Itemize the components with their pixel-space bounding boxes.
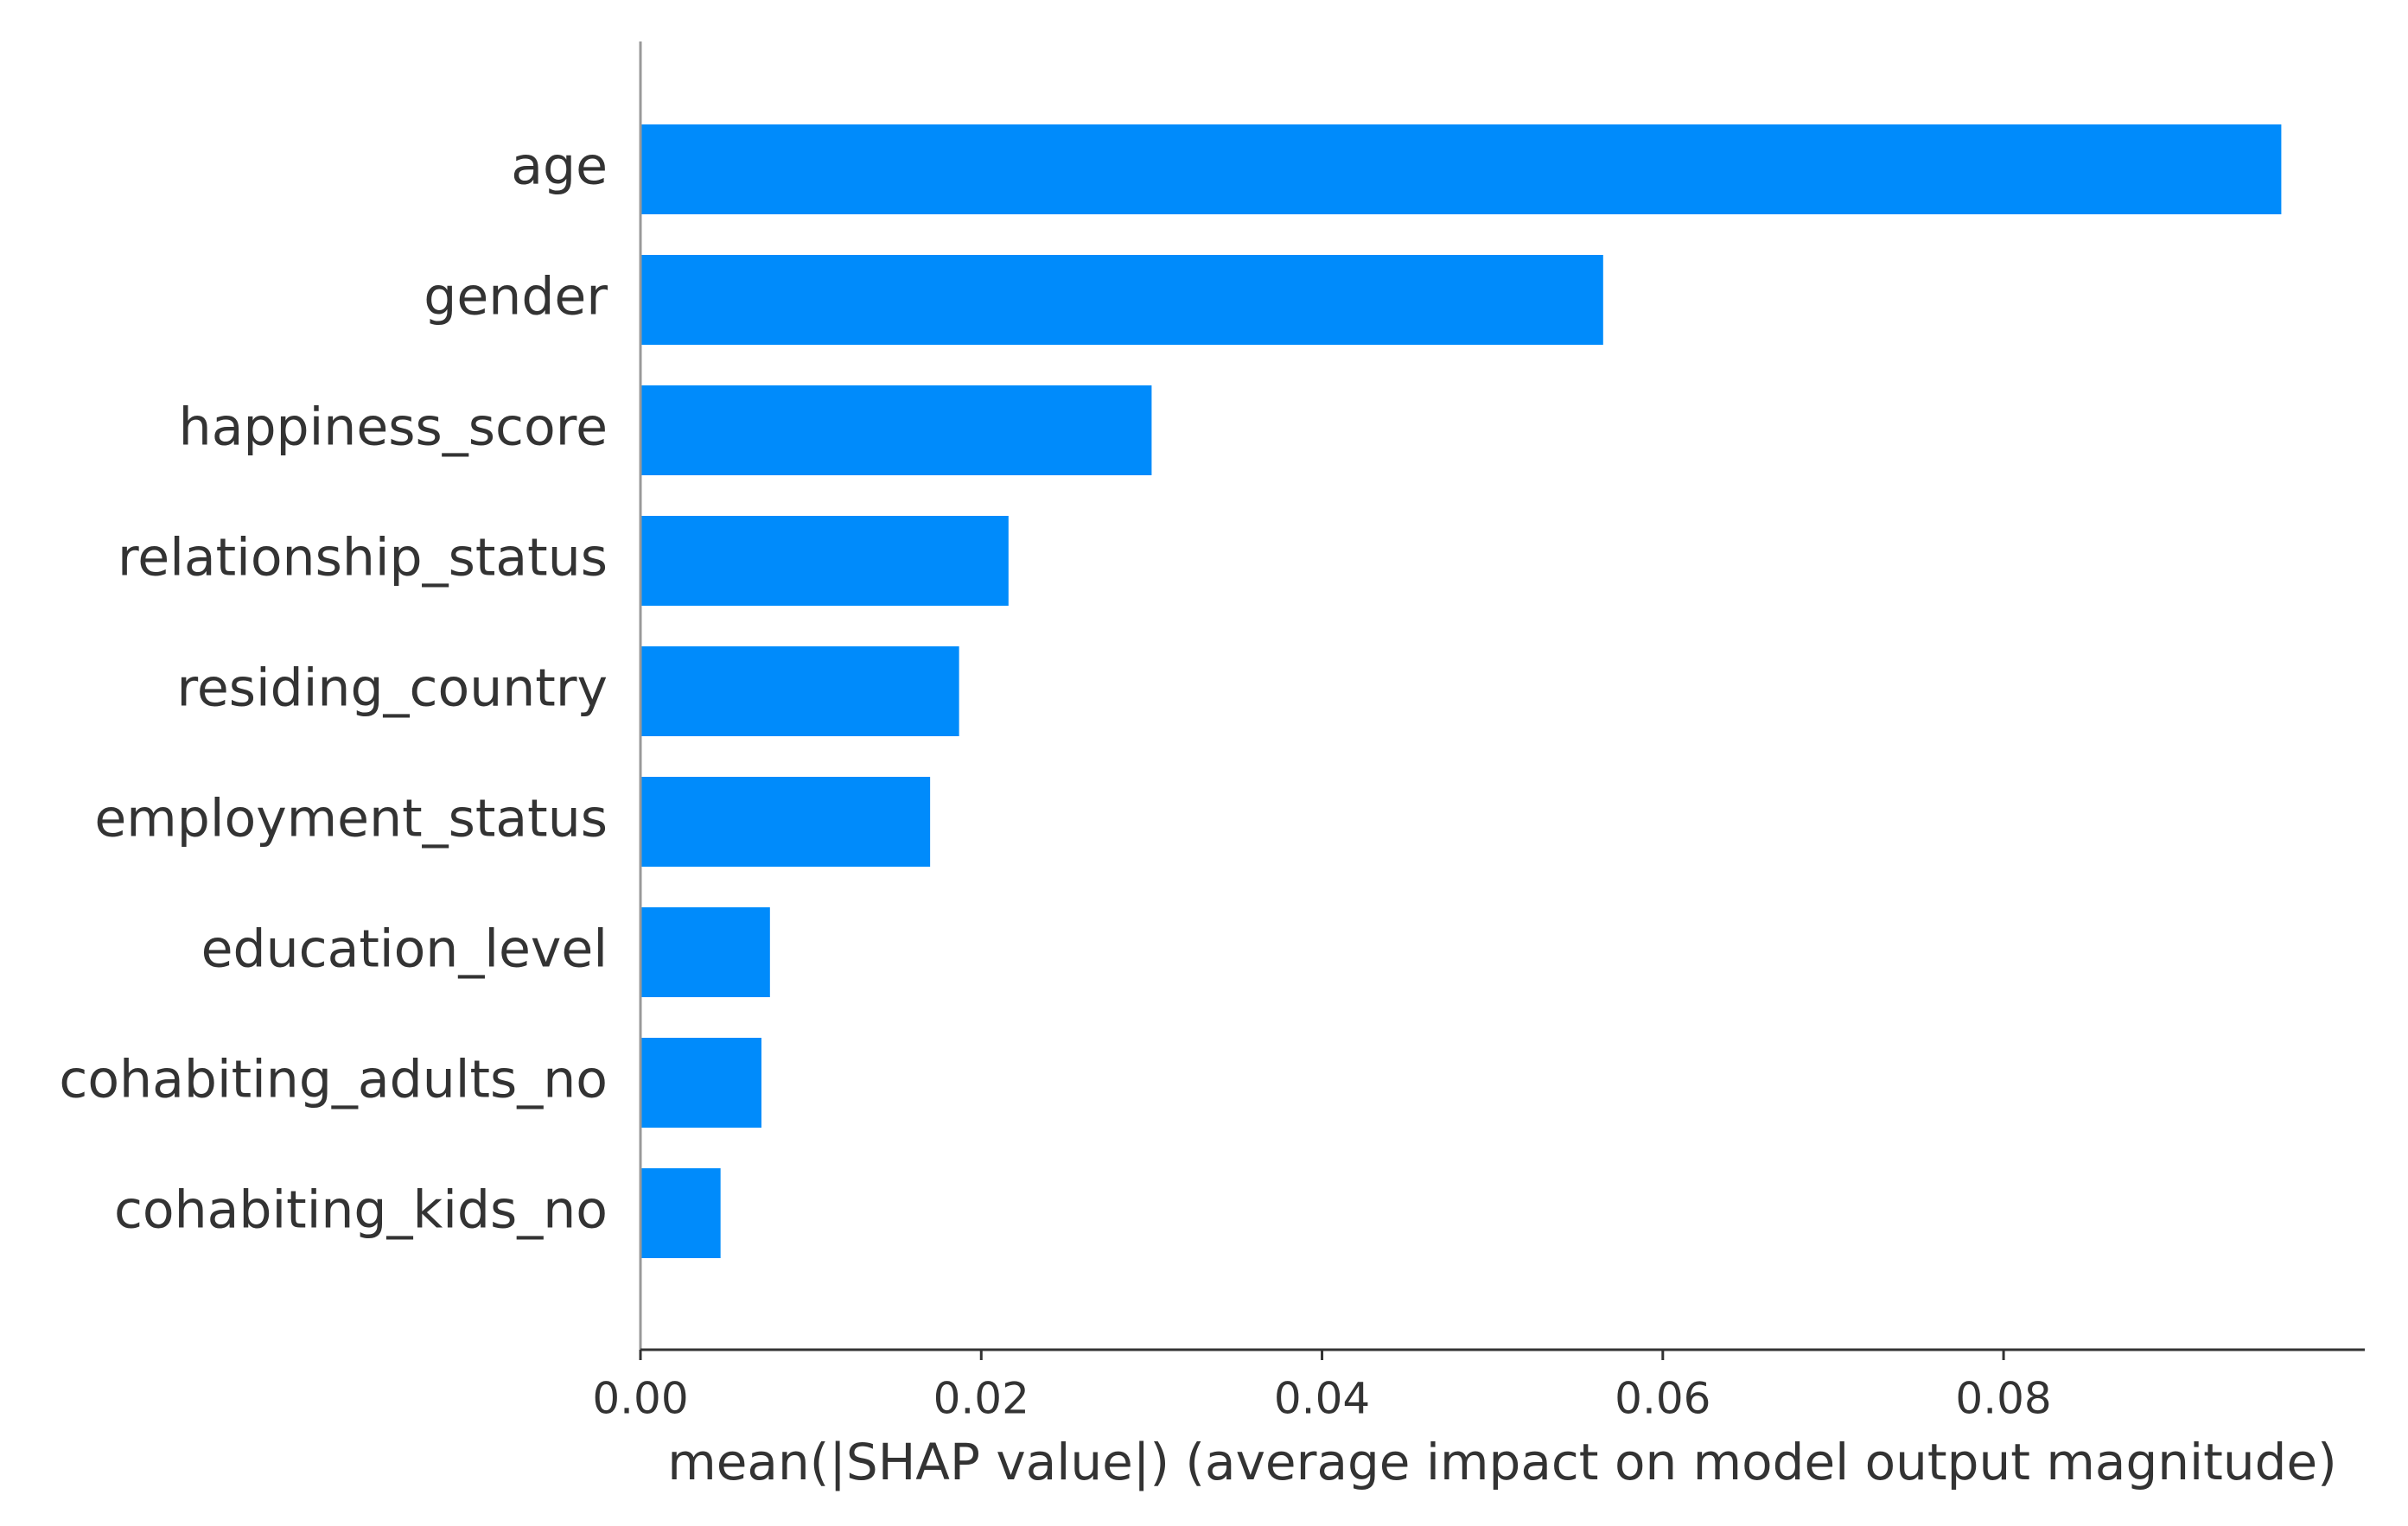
y-tick-label: education_level — [201, 919, 608, 980]
y-tick-label: age — [511, 137, 608, 197]
y-tick-label: gender — [424, 267, 608, 327]
bar — [640, 646, 959, 736]
bar — [640, 777, 931, 867]
bar — [640, 385, 1152, 475]
x-tick-label: 0.06 — [1615, 1374, 1710, 1424]
bar — [640, 907, 770, 997]
bar — [640, 1168, 721, 1258]
bar — [640, 516, 1009, 606]
x-axis-label: mean(|SHAP value|) (average impact on mo… — [667, 1433, 2337, 1491]
y-tick-label: relationship_status — [118, 528, 608, 588]
y-tick-label: cohabiting_kids_no — [114, 1180, 608, 1241]
bar — [640, 124, 2282, 214]
x-tick-label: 0.08 — [1955, 1374, 2051, 1424]
y-tick-label: cohabiting_adults_no — [59, 1050, 608, 1110]
bar — [640, 255, 1603, 345]
bar — [640, 1038, 761, 1128]
y-tick-label: happiness_score — [179, 397, 608, 458]
y-tick-label: employment_status — [94, 789, 608, 849]
x-tick-label: 0.00 — [592, 1374, 688, 1424]
x-tick-label: 0.04 — [1274, 1374, 1370, 1424]
x-tick-label: 0.02 — [933, 1374, 1029, 1424]
y-tick-label: residing_country — [176, 658, 608, 719]
